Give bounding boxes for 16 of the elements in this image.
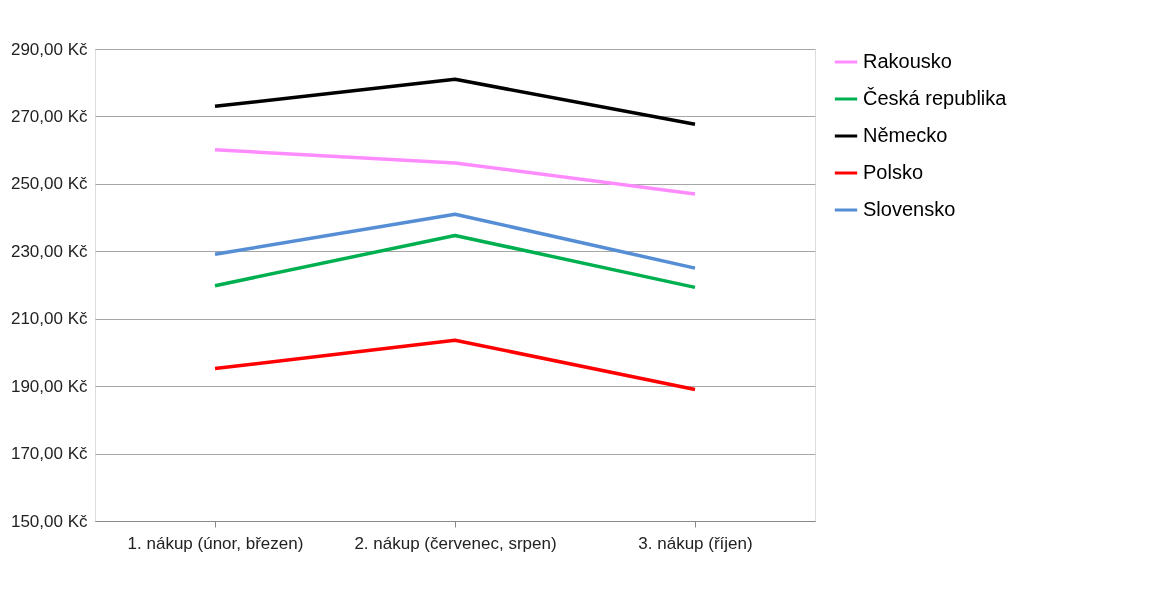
legend-label: Německo bbox=[863, 124, 948, 146]
x-tick-label: 2. nákup (červenec, srpen) bbox=[354, 533, 557, 553]
legend-label: Slovensko bbox=[863, 198, 956, 220]
legend-label: Česká republika bbox=[863, 87, 1008, 109]
y-tick-label: 210,00 Kč bbox=[10, 309, 88, 329]
y-tick-label: 230,00 Kč bbox=[10, 241, 88, 261]
legend-label: Polsko bbox=[863, 161, 924, 183]
legend-label: Rakousko bbox=[863, 50, 952, 72]
y-tick-label: 290,00 Kč bbox=[10, 39, 88, 59]
x-tick-label: 1. nákup (únor, březen) bbox=[127, 533, 304, 553]
y-tick-label: 250,00 Kč bbox=[10, 174, 88, 194]
x-tick-label: 3. nákup (říjen) bbox=[638, 533, 753, 553]
y-tick-label: 150,00 Kč bbox=[10, 511, 88, 531]
y-tick-label: 270,00 Kč bbox=[10, 106, 88, 126]
y-tick-label: 190,00 Kč bbox=[10, 376, 88, 396]
y-tick-label: 170,00 Kč bbox=[10, 444, 88, 464]
